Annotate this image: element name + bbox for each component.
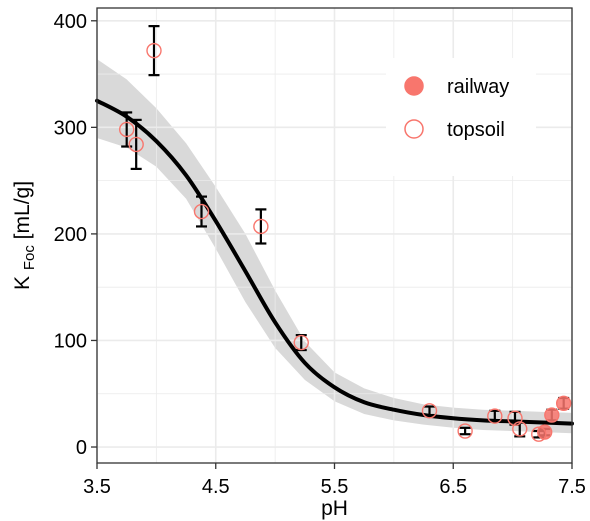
- data-point-railway: [555, 395, 572, 412]
- y-tick-label: 300: [54, 117, 87, 139]
- error-bar-topsoil: [255, 208, 267, 245]
- legend-key-topsoil: [404, 119, 424, 139]
- x-tick-label: 7.5: [558, 476, 586, 498]
- axis-titles: pH K Foc [mL/g]: [11, 181, 348, 520]
- y-axis-title-sub: Foc: [21, 245, 38, 271]
- data-point-topsoil: [507, 410, 523, 426]
- error-bar-topsoil: [424, 405, 435, 417]
- data-point-topsoil: [118, 121, 135, 138]
- data-point-topsoil: [128, 136, 144, 153]
- y-axis-title-rest: [mL/g]: [11, 181, 34, 239]
- legend-label-topsoil: topsoil: [447, 119, 505, 141]
- x-tick-label: 5.5: [321, 476, 349, 498]
- y-tick-label: 400: [54, 11, 87, 33]
- data-point-topsoil: [146, 42, 162, 59]
- data-point-topsoil: [421, 403, 438, 419]
- data-point-topsoil: [193, 203, 210, 220]
- legend: railway topsoil: [386, 58, 536, 176]
- error-bar-topsoil: [196, 195, 207, 228]
- data-point-topsoil: [487, 408, 503, 424]
- error-bar-topsoil: [148, 25, 160, 77]
- data-point-railway: [544, 407, 560, 423]
- data-point-topsoil: [512, 421, 528, 437]
- legend-label-railway: railway: [447, 76, 509, 98]
- data-point-topsoil: [531, 426, 547, 442]
- x-axis-title: pH: [321, 497, 348, 520]
- x-tick-label: 4.5: [202, 476, 230, 498]
- axes: 3.5 4.5 5.5 6.5 7.5 0 100 200 300 400: [54, 7, 586, 498]
- y-tick-label: 100: [54, 330, 87, 352]
- data-points: [118, 42, 572, 442]
- y-axis-title-main: K: [11, 276, 34, 290]
- x-tick-label: 6.5: [439, 476, 467, 498]
- y-tick-label: 200: [54, 224, 87, 246]
- legend-key-railway: [404, 76, 424, 96]
- data-point-topsoil: [293, 334, 309, 351]
- y-axis-title: K Foc [mL/g]: [11, 181, 39, 290]
- error-bar-topsoil: [121, 111, 133, 148]
- x-tick-label: 3.5: [83, 476, 111, 498]
- error-bar-topsoil: [459, 426, 471, 436]
- data-point-topsoil: [253, 218, 269, 235]
- data-point-topsoil: [457, 423, 473, 439]
- error-bar-topsoil: [130, 118, 142, 171]
- y-tick-label: 0: [76, 437, 87, 459]
